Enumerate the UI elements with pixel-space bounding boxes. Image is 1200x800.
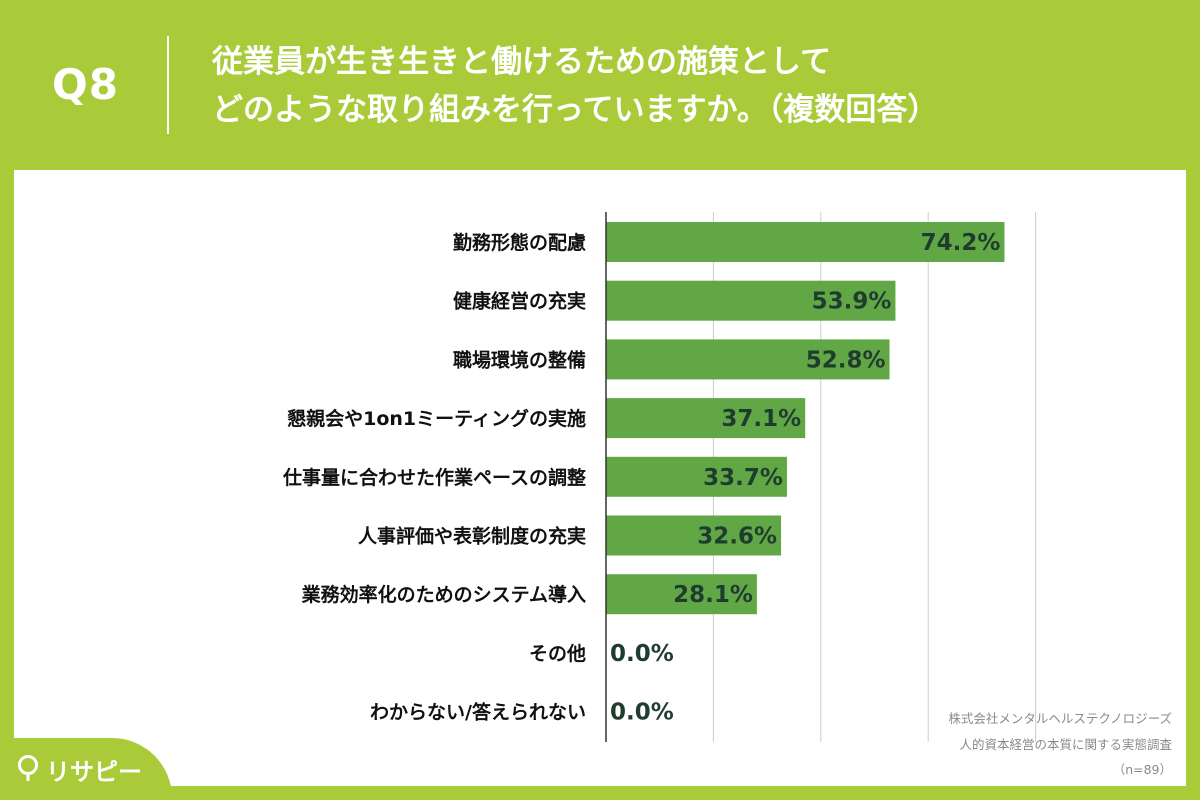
category-label: 仕事量に合わせた作業ペースの調整 bbox=[282, 466, 586, 489]
question-number: Q8 bbox=[52, 60, 119, 109]
value-label: 37.1% bbox=[721, 406, 801, 432]
bar bbox=[606, 398, 806, 439]
bar bbox=[606, 456, 787, 497]
category-label: 懇親会や1on1ミーティングの実施 bbox=[287, 407, 586, 430]
source-company: 株式会社メンタルヘルステクノロジーズ bbox=[948, 711, 1172, 726]
category-label: その他 bbox=[529, 642, 586, 665]
bar bbox=[606, 222, 1005, 262]
category-label: 職場環境の整備 bbox=[453, 348, 586, 371]
chart-title: 従業員が生き生きと働けるための施策として どのような取り組みを行っていますか。（… bbox=[212, 38, 938, 134]
source-survey: 人的資本経営の本質に関する実態調査 bbox=[959, 737, 1172, 752]
bar bbox=[606, 280, 896, 321]
value-label: 74.2% bbox=[921, 230, 1001, 256]
header-divider bbox=[167, 36, 169, 134]
logo-tab bbox=[0, 738, 172, 800]
category-label: わからない/答えられない bbox=[370, 701, 586, 724]
lightbulb-icon bbox=[18, 755, 38, 781]
category-label: 勤務形態の配慮 bbox=[453, 231, 586, 254]
bar bbox=[606, 515, 782, 556]
value-label: 53.9% bbox=[812, 289, 892, 315]
title-line-2: どのような取り組みを行っていますか。（複数回答） bbox=[212, 92, 939, 128]
value-label: 0.0% bbox=[610, 700, 674, 726]
value-label: 33.7% bbox=[703, 465, 783, 491]
bar bbox=[606, 574, 757, 615]
source-sample-size: （n=89） bbox=[1112, 762, 1172, 777]
value-label: 32.6% bbox=[697, 524, 777, 550]
value-label: 0.0% bbox=[610, 641, 674, 667]
value-label: 28.1% bbox=[673, 582, 753, 608]
chart-panel bbox=[14, 170, 1186, 786]
category-label: 人事評価や表彰制度の充実 bbox=[358, 525, 586, 548]
bar bbox=[606, 339, 890, 380]
logo-text: リサピー bbox=[46, 758, 142, 786]
category-label: 業務効率化のためのシステム導入 bbox=[301, 583, 586, 606]
category-label: 健康経営の充実 bbox=[453, 290, 586, 313]
value-label: 52.8% bbox=[806, 347, 886, 373]
title-line-1: 従業員が生き生きと働けるための施策として bbox=[212, 44, 832, 80]
